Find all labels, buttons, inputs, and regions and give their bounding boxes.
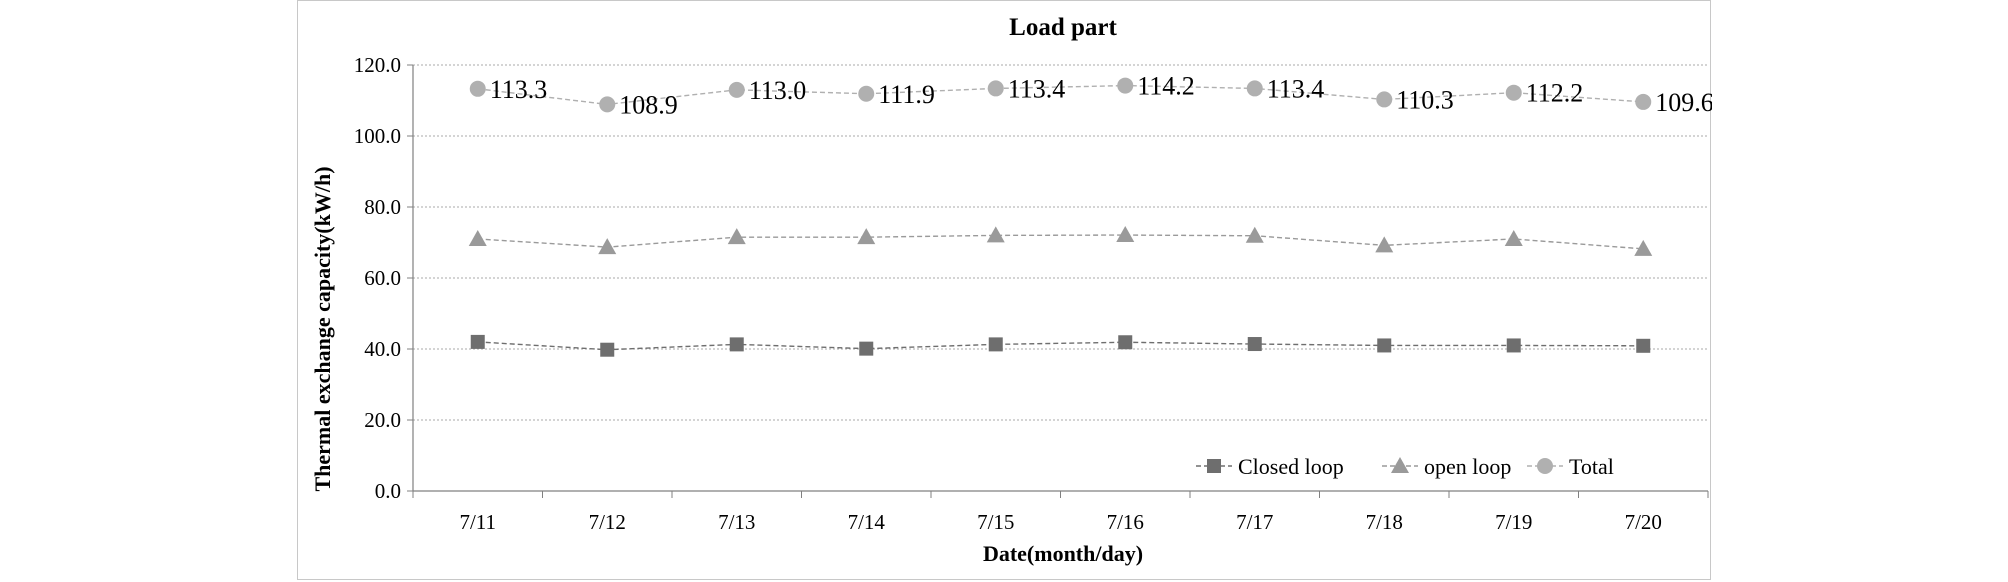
x-tick-label: 7/11 <box>459 510 496 534</box>
closed-loop-point <box>1118 335 1133 350</box>
series-layer <box>468 77 1653 357</box>
legend: Closed loop open loop Total <box>1196 454 1614 479</box>
y-tick-label: 20.0 <box>364 408 401 432</box>
total-point <box>1246 80 1263 97</box>
legend-closed-loop-point <box>1207 459 1221 473</box>
total-point <box>858 85 875 102</box>
closed-loop-point <box>729 337 744 352</box>
total-line <box>477 84 1644 106</box>
line-chart: Load part 0.020.040.060.080.0100.0120.0 … <box>310 14 1712 566</box>
closed-loop-point <box>600 342 615 357</box>
x-tick-labels: 7/11 7/12 7/13 7/14 7/15 7/16 7/17 7/18 7/19 7/20 <box>459 510 1661 534</box>
data-label: 113.3 <box>490 75 548 104</box>
y-tick-label: 80.0 <box>364 195 401 219</box>
legend-label: open loop <box>1424 454 1511 479</box>
x-tick-label: 7/16 <box>1107 510 1144 534</box>
y-tick-label: 0.0 <box>375 479 401 503</box>
open-loop-point <box>1634 239 1653 256</box>
x-tick-label: 7/12 <box>589 510 626 534</box>
closed-loop-point <box>1247 337 1262 352</box>
closed-loop-point <box>859 341 874 356</box>
closed-loop-line <box>477 341 1644 351</box>
closed-loop-point <box>1636 338 1651 353</box>
x-tick-label: 7/13 <box>718 510 755 534</box>
open-loop-point <box>1375 236 1394 253</box>
data-label: 110.3 <box>1396 85 1454 114</box>
y-tick-labels: 0.0 20.0 40.0 60.0 80.0 100.0 120.0 <box>354 53 401 503</box>
grid-lines <box>407 64 1708 492</box>
data-labels: 113.3 108.9 113.0 111.9 113.4 114.2 113.4 110.3… <box>490 72 1712 120</box>
total-point <box>987 80 1004 97</box>
legend-open-loop-point <box>1391 457 1409 473</box>
x-tick-label: 7/18 <box>1366 510 1403 534</box>
total-point <box>1376 91 1393 108</box>
total-point <box>469 80 486 97</box>
legend-label: Closed loop <box>1238 454 1344 479</box>
open-loop-line <box>477 234 1644 250</box>
closed-loop-point <box>988 337 1003 352</box>
x-tick-label: 7/14 <box>848 510 886 534</box>
data-label: 112.2 <box>1526 79 1584 108</box>
y-axis-title: Thermal exchange capacity(kW/h) <box>310 166 335 491</box>
y-tick-label: 60.0 <box>364 266 401 290</box>
data-label: 113.4 <box>1008 74 1066 103</box>
y-tick-label: 100.0 <box>354 124 401 148</box>
chart-frame: Load part 0.0 20.0 40.0 60.0 80.0 100.0 120.0 … <box>297 0 1712 580</box>
open-loop-point <box>1504 229 1523 246</box>
open-loop-point <box>1116 226 1135 243</box>
total-point <box>1635 93 1652 110</box>
total-point <box>1117 77 1134 94</box>
data-label: 108.9 <box>619 90 678 119</box>
open-loop-point <box>598 238 617 255</box>
x-tick-label: 7/19 <box>1495 510 1532 534</box>
x-tick-label: 7/17 <box>1236 510 1273 534</box>
total-point <box>599 96 616 113</box>
legend-label: Total <box>1569 454 1614 479</box>
open-loop-point <box>1245 226 1264 243</box>
closed-loop-point <box>1506 338 1521 353</box>
legend-total-point <box>1537 458 1553 474</box>
axes <box>412 65 1709 498</box>
closed-loop-point <box>470 334 485 349</box>
open-loop-point <box>727 228 746 245</box>
open-loop-point <box>468 229 487 246</box>
y-tick-label: 40.0 <box>364 337 401 361</box>
chart-title: Load part <box>1009 14 1117 41</box>
open-loop-point <box>986 226 1005 243</box>
y-tick-label: 120.0 <box>354 53 401 77</box>
data-label: 113.4 <box>1267 74 1325 103</box>
total-point <box>1505 84 1522 101</box>
data-label: 113.0 <box>749 76 807 105</box>
open-loop-point <box>857 228 876 245</box>
x-axis-title: Date(month/day) <box>983 541 1143 566</box>
x-tick-label: 7/15 <box>977 510 1014 534</box>
x-tick-label: 7/20 <box>1625 510 1662 534</box>
data-label: 111.9 <box>878 80 935 109</box>
data-label: 114.2 <box>1137 72 1195 101</box>
data-label: 109.6 <box>1655 88 1712 117</box>
total-point <box>728 81 745 98</box>
closed-loop-point <box>1377 338 1392 353</box>
